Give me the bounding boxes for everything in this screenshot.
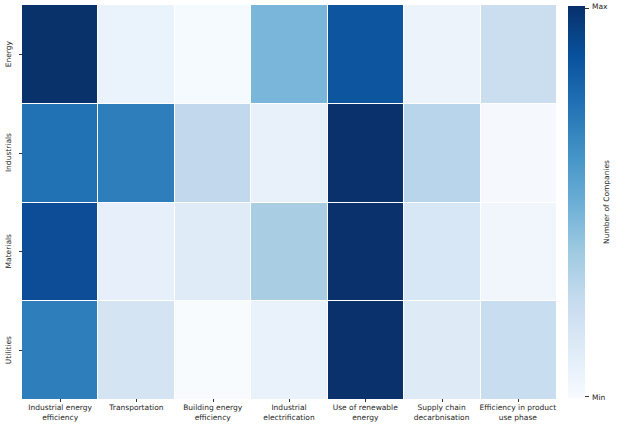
y-tick-label: Utilities bbox=[0, 301, 17, 400]
y-tick-label-text: Industrials bbox=[4, 133, 13, 172]
colorbar-gradient bbox=[568, 6, 585, 398]
axis-tick bbox=[136, 399, 137, 402]
heatmap-figure: Energy Industrials Materials Utilities Indu… bbox=[0, 0, 627, 427]
heatmap-cell bbox=[481, 104, 556, 202]
heatmap-cell bbox=[22, 301, 97, 399]
y-tick-label: Energy bbox=[0, 5, 17, 104]
axis-tick bbox=[19, 54, 22, 55]
heatmap-cell bbox=[98, 104, 173, 202]
x-tick-label: Supply chain decarbnisation bbox=[400, 403, 484, 423]
heatmap-cell bbox=[404, 203, 479, 301]
y-tick-label: Materials bbox=[0, 202, 17, 301]
axis-tick bbox=[585, 396, 589, 397]
heatmap-cell bbox=[328, 5, 403, 103]
axis-tick bbox=[60, 399, 61, 402]
x-tick-label: Transportation bbox=[94, 403, 178, 413]
heatmap-cell bbox=[175, 104, 250, 202]
heatmap-cell bbox=[481, 203, 556, 301]
heatmap-cell bbox=[175, 203, 250, 301]
y-tick-label-text: Utilities bbox=[4, 336, 13, 364]
heatmap-cell bbox=[251, 5, 326, 103]
heatmap-cell bbox=[98, 5, 173, 103]
y-tick-label-text: Materials bbox=[4, 234, 13, 268]
axis-tick bbox=[213, 399, 214, 402]
x-tick-label: Industrial energy efficiency bbox=[18, 403, 102, 423]
x-tick-label: Building energy efficiency bbox=[171, 403, 255, 423]
heatmap-cell bbox=[328, 104, 403, 202]
colorbar-axis-label-text: Number of Companies bbox=[602, 160, 611, 244]
heatmap-cell bbox=[22, 5, 97, 103]
axis-tick bbox=[19, 251, 22, 252]
heatmap-cell bbox=[328, 301, 403, 399]
heatmap-cell bbox=[251, 203, 326, 301]
heatmap-cell bbox=[481, 301, 556, 399]
heatmap-cell bbox=[175, 5, 250, 103]
heatmap-cell bbox=[98, 203, 173, 301]
axis-tick bbox=[585, 8, 589, 9]
heatmap-grid bbox=[22, 5, 556, 399]
heatmap-cell bbox=[404, 104, 479, 202]
x-tick-label: Industrial electrification bbox=[247, 403, 331, 423]
heatmap-cell bbox=[251, 104, 326, 202]
heatmap-cell bbox=[22, 203, 97, 301]
heatmap-cell bbox=[22, 104, 97, 202]
axis-tick bbox=[518, 399, 519, 402]
heatmap-cell bbox=[98, 301, 173, 399]
heatmap-cell bbox=[481, 5, 556, 103]
y-tick-label: Industrials bbox=[0, 104, 17, 203]
heatmap-cell bbox=[251, 301, 326, 399]
x-tick-label: Efficiency in product use phase bbox=[476, 403, 560, 423]
heatmap-cell bbox=[175, 301, 250, 399]
axis-tick bbox=[19, 153, 22, 154]
axis-tick bbox=[289, 399, 290, 402]
heatmap-cell bbox=[404, 5, 479, 103]
heatmap-cell bbox=[328, 203, 403, 301]
axis-tick bbox=[365, 399, 366, 402]
heatmap-cell bbox=[404, 301, 479, 399]
axis-tick bbox=[19, 350, 22, 351]
y-tick-label-text: Energy bbox=[4, 41, 13, 67]
axis-tick bbox=[442, 399, 443, 402]
x-tick-label: Use of renewable energy bbox=[323, 403, 407, 423]
colorbar-axis-label: Number of Companies bbox=[599, 6, 613, 398]
